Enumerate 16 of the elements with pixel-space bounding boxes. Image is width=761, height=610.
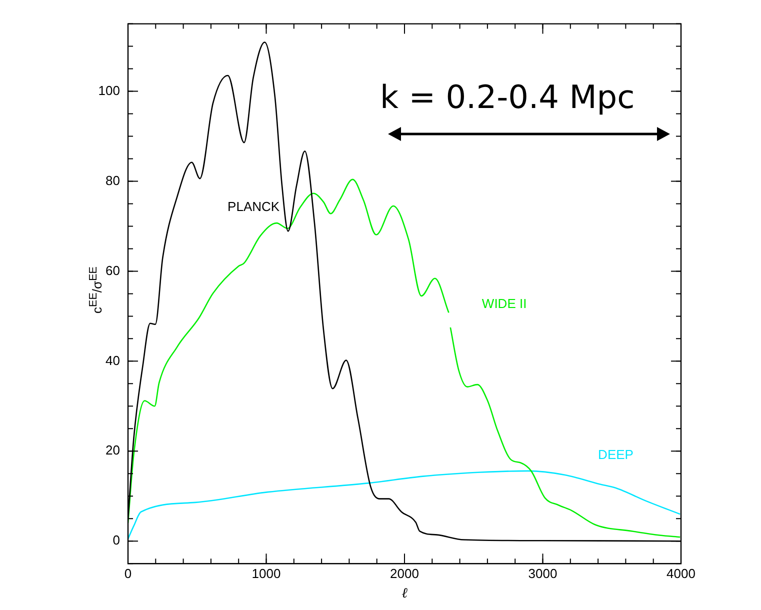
y-tick-label: 0 <box>112 532 120 548</box>
annotation: k = 0.2-0.4 Mpc <box>380 78 635 116</box>
text: WIDE II <box>482 296 527 312</box>
x-axis-title: ℓ <box>402 586 408 602</box>
y-tick-label: 100 <box>98 82 120 98</box>
x-tick-label: 1000 <box>252 566 281 581</box>
x-tick-label: 4000 <box>666 566 696 581</box>
series-label: PLANCK <box>228 198 280 214</box>
y-tick-label: 20 <box>106 442 120 458</box>
y-tick-label: 40 <box>106 352 120 368</box>
series-label: DEEP <box>598 447 634 462</box>
y-tick-label: 80 <box>106 172 120 188</box>
x-tick-label: 3000 <box>528 566 558 581</box>
x-tick-label: 2000 <box>390 566 419 581</box>
y-tick-label: 60 <box>106 262 120 278</box>
x-tick-label: 0 <box>124 566 132 581</box>
